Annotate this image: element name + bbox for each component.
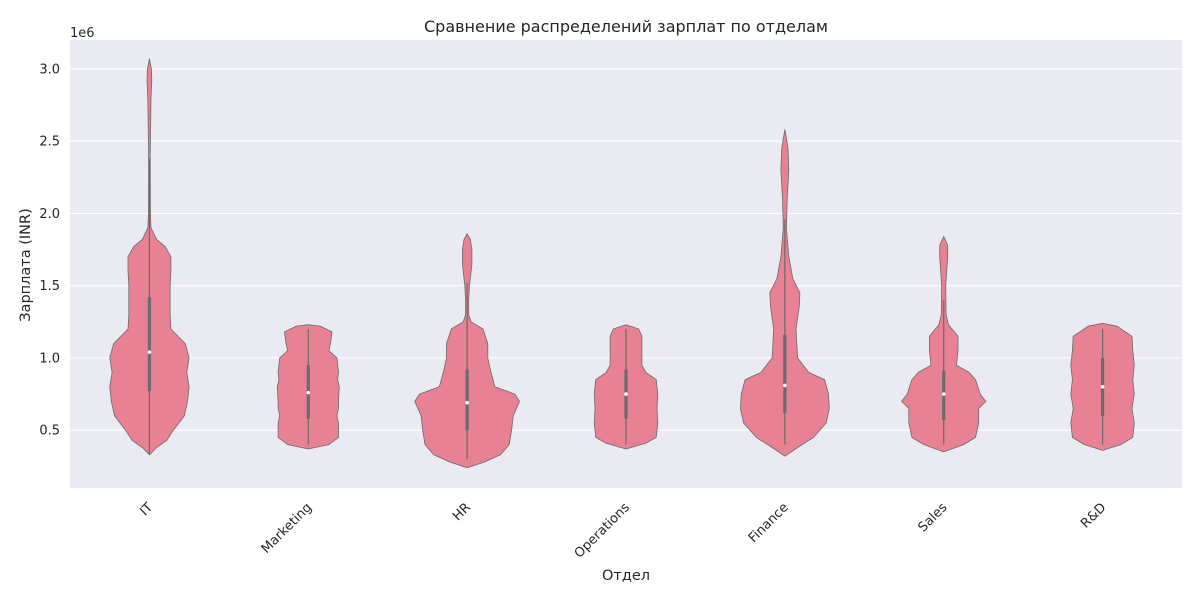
- violin-layer: [109, 58, 1135, 469]
- x-tick-label: HR: [450, 500, 474, 524]
- x-tick-label: Operations: [572, 500, 633, 561]
- y-tick-label: 2.0: [39, 207, 60, 222]
- violin-median: [941, 392, 946, 396]
- y-axis-label: Зарплата (INR): [18, 208, 34, 321]
- x-tick-label: R&D: [1078, 500, 1109, 531]
- x-tick-labels: IT Marketing HR Operations Finance Sales R&D: [137, 500, 1109, 561]
- x-tick-label: Sales: [915, 500, 950, 535]
- y-tick-label: 2.5: [39, 135, 60, 150]
- y-tick-label: 3.0: [39, 62, 60, 77]
- violin-median: [465, 400, 469, 405]
- x-tick-label: Finance: [746, 500, 792, 546]
- y-tick-label: 1.0: [39, 351, 60, 366]
- y-tick-label: 1.5: [39, 279, 60, 294]
- violin-median: [147, 350, 152, 354]
- y-offset-label: 1e6: [70, 26, 95, 41]
- violin-median: [306, 390, 311, 395]
- violin-group: [1070, 322, 1135, 451]
- y-tick-labels: 0.5 1.0 1.5 2.0 2.5 3.0: [39, 62, 60, 438]
- x-axis-label: Отдел: [602, 568, 650, 584]
- chart-title: Сравнение распределений зарплат по отдел…: [424, 17, 828, 36]
- x-tick-label: IT: [137, 500, 156, 519]
- violin-group: [593, 324, 659, 450]
- violin-group: [109, 58, 190, 456]
- violin-median: [1100, 385, 1105, 389]
- y-tick-label: 0.5: [39, 424, 60, 439]
- violin-median: [783, 383, 787, 388]
- violin-group: [276, 324, 340, 450]
- violin-median: [624, 392, 628, 396]
- x-tick-label: Marketing: [259, 500, 315, 556]
- violin-group: [901, 236, 987, 453]
- violin-group: [740, 129, 830, 457]
- violin-group: [414, 233, 520, 469]
